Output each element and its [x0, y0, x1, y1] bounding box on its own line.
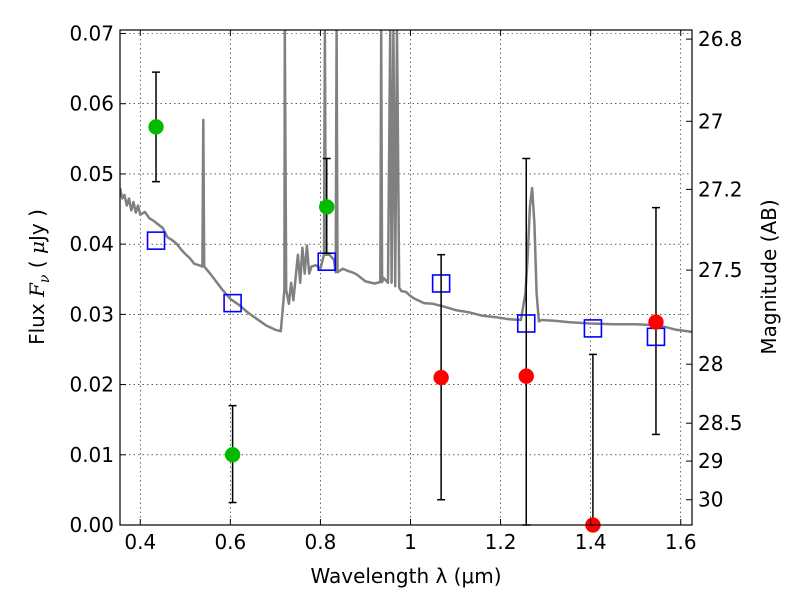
- y-tick-label: 0.06: [69, 92, 114, 116]
- x-tick-label: 0.4: [124, 530, 156, 554]
- x-tick-label: 1.2: [485, 530, 517, 554]
- plot-background: [120, 30, 692, 525]
- x-tick-label: 0.8: [305, 530, 337, 554]
- grid: [120, 30, 692, 526]
- detection-point: [318, 199, 335, 215]
- x-tick-label: 0.6: [214, 530, 246, 554]
- y2-tick-label: 27: [698, 109, 723, 133]
- y-tick-label: 0.00: [69, 513, 114, 537]
- x-axis-label: Wavelength λ (μm): [310, 564, 501, 588]
- low-significance-point: [648, 314, 664, 330]
- y2-tick-label: 30: [698, 488, 723, 512]
- y-axis-label: Flux Fν ( μJy ): [25, 209, 53, 345]
- y-tick-label: 0.07: [69, 22, 114, 46]
- y2-tick-label: 27.2: [698, 177, 743, 201]
- model-photometry-marker: [583, 319, 603, 338]
- y-tick-label: 0.05: [69, 162, 114, 186]
- low-significance-point: [433, 369, 449, 386]
- y2-tick-label: 29: [698, 449, 723, 473]
- axes: 0.4 0.6 0.8 1 1.2 1.4 1.6 0.00 0.01 0.02 0.03 0.04 0…: [69, 22, 742, 554]
- x-tick-label: 1.6: [665, 530, 697, 554]
- y2-tick-label: 26.8: [698, 27, 743, 51]
- y-tick-label: 0.02: [69, 373, 114, 397]
- plot-frame: [119, 29, 693, 526]
- y2-tick-label: 27.5: [698, 258, 743, 282]
- detection-point: [148, 119, 164, 135]
- x-tick-label: 1: [404, 530, 417, 554]
- model-photometry-marker: [146, 231, 166, 250]
- y2-tick-label: 28.5: [698, 411, 743, 435]
- x-tick-label: 1.4: [575, 530, 607, 554]
- y-tick-label: 0.03: [69, 302, 114, 326]
- y2-axis-label: Magnitude (AB): [757, 199, 781, 354]
- model-photometry-marker: [223, 293, 242, 313]
- detection-point: [224, 447, 241, 463]
- y-tick-label: 0.04: [69, 232, 114, 256]
- y2-tick-label: 28: [698, 352, 723, 376]
- low-significance-point: [518, 368, 535, 384]
- y-tick-label: 0.01: [69, 443, 114, 467]
- markers: [146, 71, 666, 533]
- model-spectrum-line: [120, 30, 692, 334]
- plot-area: [120, 30, 692, 334]
